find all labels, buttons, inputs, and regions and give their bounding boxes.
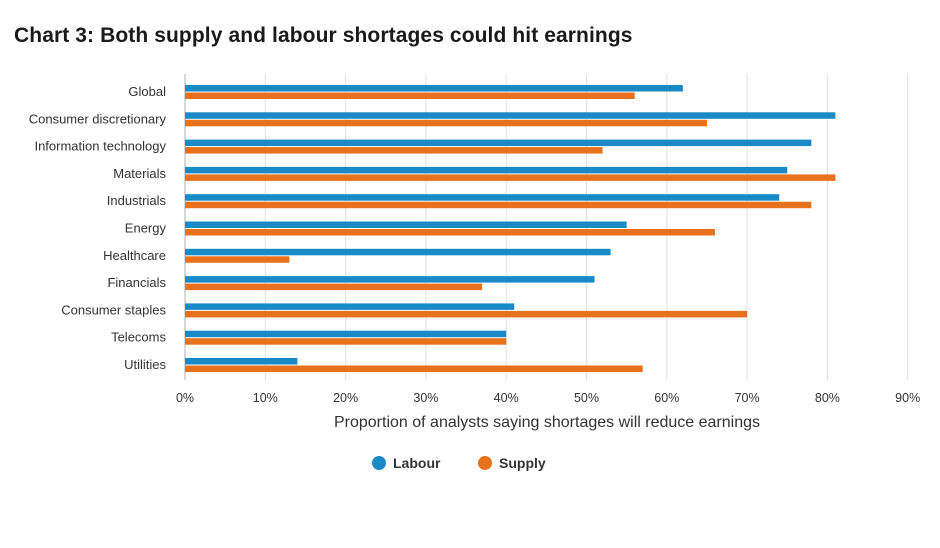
bar-labour <box>185 139 812 147</box>
bar-supply <box>185 283 483 291</box>
bar-labour <box>185 358 298 365</box>
x-tick-label: 40% <box>494 391 519 405</box>
bar-labour <box>185 303 515 310</box>
legend-marker-labour <box>372 456 386 470</box>
bar-labour <box>185 194 780 201</box>
category-label: Information technology <box>34 139 166 154</box>
x-tick-label: 70% <box>735 391 760 405</box>
category-label: Consumer staples <box>61 302 166 317</box>
category-labels: Global Consumer discretionary Information … <box>29 84 167 372</box>
x-tick-label: 50% <box>574 391 599 405</box>
bar-labour <box>185 85 683 92</box>
category-label: Healthcare <box>103 248 166 263</box>
x-tick-label: 0% <box>176 391 194 405</box>
x-tick-label: 90% <box>895 391 920 405</box>
bars <box>185 85 836 372</box>
x-tick-label: 60% <box>654 391 679 405</box>
bar-labour <box>185 112 836 119</box>
legend-label-supply[interactable]: Supply <box>499 455 546 471</box>
category-label: Industrials <box>107 193 167 208</box>
category-label: Consumer discretionary <box>29 111 167 126</box>
legend-label-labour[interactable]: Labour <box>393 455 441 471</box>
bar-supply <box>185 174 836 181</box>
bar-labour <box>185 330 507 338</box>
x-tick-label: 80% <box>815 391 840 405</box>
legend: Labour Supply <box>372 455 546 471</box>
legend-marker-supply <box>478 456 492 470</box>
bar-supply <box>185 338 507 345</box>
bar-supply <box>185 229 715 236</box>
x-axis-title: Proportion of analysts saying shortages … <box>334 414 760 431</box>
category-label: Global <box>128 84 166 99</box>
x-tick-labels: 0% 10% 20% 30% 40% 50% 60% 70% 80% 90% <box>176 391 920 405</box>
bar-supply <box>185 119 707 127</box>
bar-supply <box>185 92 635 99</box>
bar-supply <box>185 147 603 154</box>
x-tick-label: 10% <box>253 391 278 405</box>
bar-supply <box>185 365 643 372</box>
x-tick-label: 30% <box>413 391 438 405</box>
bar-labour <box>185 221 627 228</box>
category-label: Financials <box>107 275 166 290</box>
bar-supply <box>185 310 748 318</box>
category-label: Telecoms <box>111 330 166 345</box>
category-label: Materials <box>113 166 166 181</box>
bar-labour <box>185 248 611 256</box>
x-tick-label: 20% <box>333 391 358 405</box>
bar-supply <box>185 201 812 209</box>
bar-labour <box>185 166 788 174</box>
chart-title: Chart 3: Both supply and labour shortage… <box>14 24 633 47</box>
bar-supply <box>185 256 290 263</box>
category-label: Utilities <box>124 357 166 372</box>
bar-labour <box>185 276 595 283</box>
category-label: Energy <box>125 221 167 236</box>
